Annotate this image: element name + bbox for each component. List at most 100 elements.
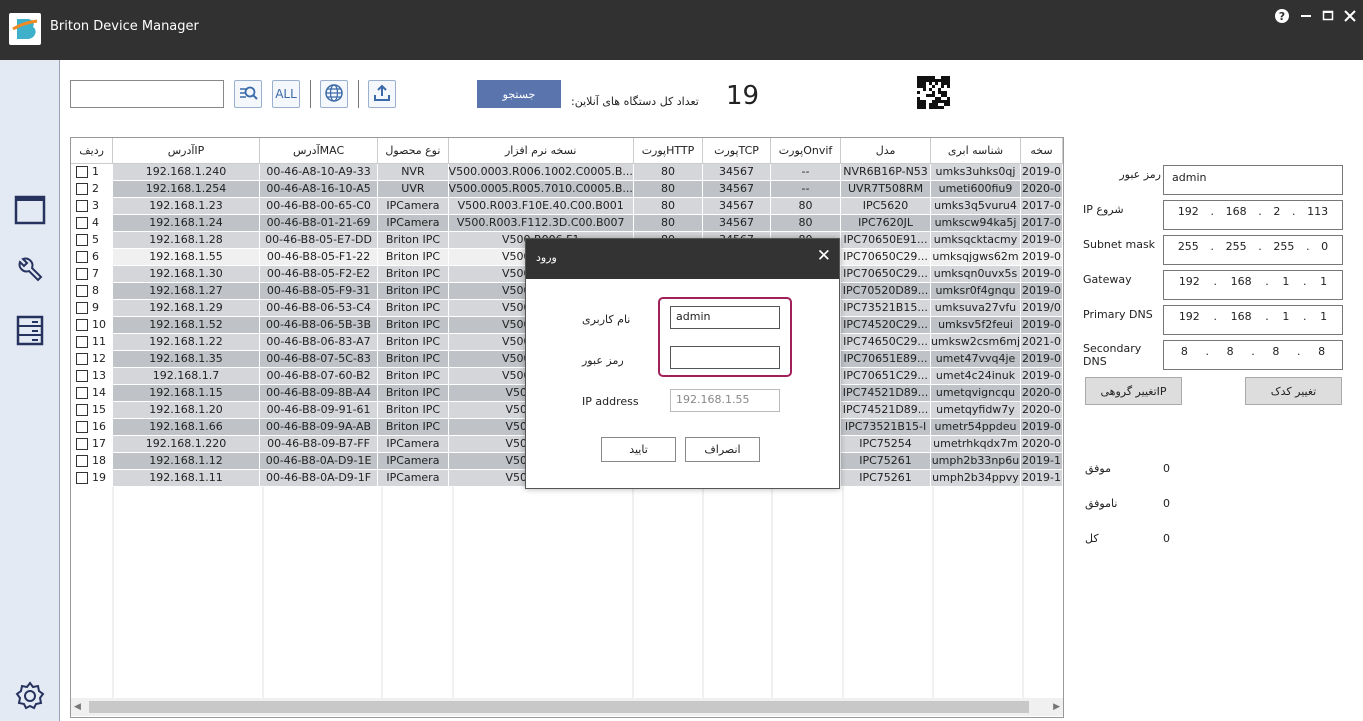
row-select-cell: 5: [71, 231, 114, 249]
horizontal-scrollbar[interactable]: ◀ ▶: [71, 698, 1063, 716]
column-header[interactable]: مدل: [840, 138, 931, 164]
column-header[interactable]: آدرسMAC: [259, 138, 379, 164]
column-header[interactable]: نوع محصول: [377, 138, 449, 164]
ip-octet[interactable]: 0: [1321, 240, 1329, 253]
row-checkbox[interactable]: [76, 336, 88, 348]
row-checkbox[interactable]: [76, 472, 88, 484]
ip-octet[interactable]: 8: [1318, 345, 1326, 358]
row-checkbox[interactable]: [76, 285, 88, 297]
column-header[interactable]: ردیف: [71, 138, 114, 164]
row-number: 1: [92, 165, 99, 178]
ip-octet[interactable]: 168: [1225, 205, 1247, 218]
ip-dot: .: [1297, 345, 1301, 358]
window-icon[interactable]: [14, 194, 46, 226]
column-header[interactable]: نسخه نرم افزار: [448, 138, 634, 164]
row-checkbox[interactable]: [76, 319, 88, 331]
table-row[interactable]: 1 192.168.1.240 00-46-A8-10-A9-33 NVR V500.0…: [71, 163, 1063, 181]
ip-octet[interactable]: 8: [1226, 345, 1234, 358]
row-checkbox[interactable]: [76, 217, 88, 229]
row-checkbox[interactable]: [76, 370, 88, 382]
batch-ip-change-button[interactable]: تغییر گروهیIP: [1085, 377, 1182, 405]
ip-octet[interactable]: 255: [1177, 240, 1199, 253]
scroll-right-icon[interactable]: ▶: [1053, 702, 1060, 712]
search-input[interactable]: [70, 80, 224, 108]
wrench-icon[interactable]: [14, 254, 46, 286]
start-ip-field[interactable]: 192. 168. 2. 113: [1163, 200, 1343, 230]
table-cell: 192.168.1.35: [112, 350, 260, 368]
ip-octet[interactable]: 168: [1230, 310, 1252, 323]
ip-octet[interactable]: 2: [1273, 205, 1281, 218]
row-checkbox[interactable]: [76, 421, 88, 433]
ip-octet[interactable]: 8: [1272, 345, 1280, 358]
ip-octet[interactable]: 192: [1178, 310, 1200, 323]
username-input[interactable]: admin: [670, 306, 780, 329]
ip-octet[interactable]: 255: [1225, 240, 1247, 253]
row-checkbox[interactable]: [76, 353, 88, 365]
ip-octet[interactable]: 168: [1230, 275, 1252, 288]
subnet-mask-field[interactable]: 255. 255. 255. 0: [1163, 235, 1343, 265]
password-label: رمز عبور: [1119, 168, 1161, 181]
table-row[interactable]: 4 192.168.1.24 00-46-B8-01-21-69 IPCamera V5…: [71, 214, 1063, 232]
list-icon[interactable]: [14, 314, 46, 346]
ip-octet[interactable]: 1: [1320, 310, 1328, 323]
column-header[interactable]: آدرسIP: [112, 138, 260, 164]
ok-button[interactable]: تایید: [601, 437, 676, 462]
row-checkbox[interactable]: [76, 234, 88, 246]
close-icon[interactable]: ✕: [816, 246, 831, 266]
column-header[interactable]: پورتTCP: [702, 138, 771, 164]
row-checkbox[interactable]: [76, 455, 88, 467]
primary-dns-field[interactable]: 192. 168. 1. 1: [1163, 305, 1343, 335]
online-devices-label: تعداد کل دستگاه های آنلاین:: [571, 95, 699, 108]
minimize-icon[interactable]: [1298, 8, 1314, 28]
search-list-button[interactable]: [234, 80, 262, 108]
row-checkbox[interactable]: [76, 438, 88, 450]
table-cell: 2019-0: [1020, 316, 1063, 334]
row-checkbox[interactable]: [76, 268, 88, 280]
table-cell: umksqjgws62m: [930, 248, 1022, 266]
password-field[interactable]: admin: [1163, 165, 1343, 195]
secondary-dns-field[interactable]: 8. 8. 8. 8: [1163, 340, 1343, 370]
row-number: 19: [92, 471, 106, 484]
ip-octet[interactable]: 1: [1320, 275, 1328, 288]
scrollbar-thumb[interactable]: [89, 701, 1029, 713]
ip-octet[interactable]: 192: [1177, 205, 1199, 218]
ip-octet[interactable]: 1: [1282, 310, 1290, 323]
ip-octet[interactable]: 255: [1273, 240, 1295, 253]
close-icon[interactable]: [1342, 8, 1358, 28]
row-checkbox[interactable]: [76, 200, 88, 212]
maximize-icon[interactable]: [1320, 8, 1336, 28]
cancel-button[interactable]: انصراف: [685, 437, 760, 462]
row-checkbox[interactable]: [76, 404, 88, 416]
scroll-left-icon[interactable]: ◀: [74, 702, 81, 712]
column-header[interactable]: پورتHTTP: [633, 138, 704, 164]
column-header[interactable]: سخه: [1020, 138, 1063, 164]
table-row[interactable]: 2 192.168.1.254 00-46-A8-16-10-A5 UVR V500.0…: [71, 180, 1063, 198]
row-checkbox[interactable]: [76, 166, 88, 178]
help-icon[interactable]: ?: [1274, 8, 1290, 28]
row-checkbox[interactable]: [76, 387, 88, 399]
password-input[interactable]: [670, 346, 780, 369]
gear-icon[interactable]: [14, 680, 46, 712]
column-header[interactable]: شناسه ابری: [930, 138, 1022, 164]
ip-octet[interactable]: 113: [1307, 205, 1329, 218]
table-cell: umph2b33np6u: [930, 452, 1022, 470]
table-cell: umksr0f4gnqu: [930, 282, 1022, 300]
search-button[interactable]: جستجو: [477, 80, 561, 108]
table-row[interactable]: 3 192.168.1.23 00-46-B8-00-65-C0 IPCamera V5…: [71, 197, 1063, 215]
gateway-field[interactable]: 192. 168. 1. 1: [1163, 270, 1343, 300]
all-button[interactable]: ALL: [272, 80, 300, 108]
ip-octet[interactable]: 192: [1178, 275, 1200, 288]
table-cell: 2020-0: [1020, 401, 1063, 419]
globe-button[interactable]: [320, 80, 348, 108]
table-cell: IPCamera: [377, 214, 449, 232]
upload-button[interactable]: [368, 80, 396, 108]
ip-octet[interactable]: 8: [1180, 345, 1188, 358]
table-cell: Briton IPC: [377, 316, 449, 334]
row-checkbox[interactable]: [76, 302, 88, 314]
change-codec-button[interactable]: تغییر کدک: [1245, 377, 1342, 405]
column-header[interactable]: پورتOnvif: [770, 138, 842, 164]
row-checkbox[interactable]: [76, 251, 88, 263]
ip-address-label: IP address: [582, 395, 639, 408]
row-checkbox[interactable]: [76, 183, 88, 195]
ip-octet[interactable]: 1: [1282, 275, 1290, 288]
